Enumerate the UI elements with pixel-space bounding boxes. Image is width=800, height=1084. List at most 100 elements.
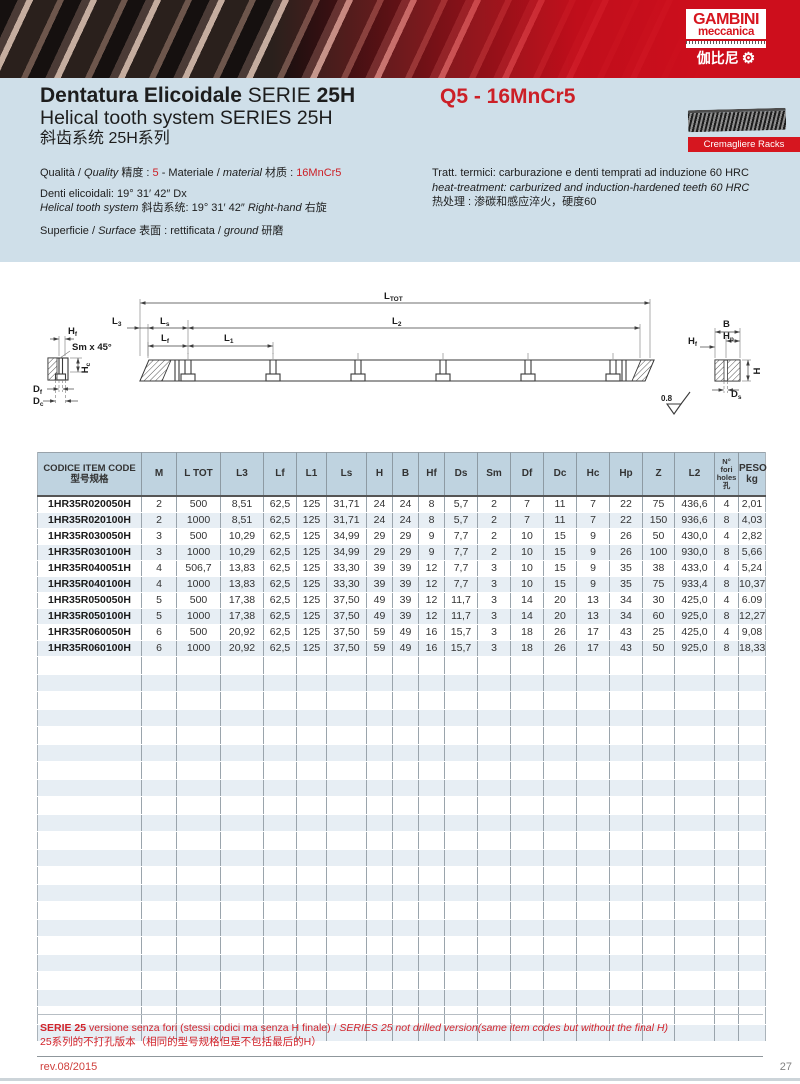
brand-subname: meccanica [697, 26, 755, 38]
value-cell: 925,0 [674, 608, 715, 625]
value-cell: 9 [418, 528, 445, 545]
value-cell: 62,5 [263, 528, 297, 545]
value-cell: 26 [543, 640, 577, 657]
item-code-cell: 1HR35R050100H [37, 608, 142, 625]
svg-text:Df: Df [33, 384, 43, 396]
revision-date: rev.08/2015 [40, 1061, 98, 1073]
column-header: Hf [418, 452, 445, 497]
value-cell: 30 [642, 592, 675, 609]
item-code-cell: 1HR35R060050H [37, 624, 142, 641]
value-cell: 12 [418, 560, 445, 577]
value-cell: 7,7 [444, 560, 478, 577]
value-cell: 8 [714, 576, 739, 593]
value-cell: 50 [642, 528, 675, 545]
technical-drawing: Hf Sm x 45° Hc Df Dc [33, 291, 763, 415]
empty-table-row [37, 919, 766, 937]
column-header: L1 [296, 452, 327, 497]
value-cell: 3 [141, 528, 177, 545]
value-cell: 8 [714, 544, 739, 561]
value-cell: 15 [543, 528, 577, 545]
empty-table-row [37, 779, 766, 797]
item-code-cell: 1HR35R040100H [37, 576, 142, 593]
empty-table-row [37, 726, 766, 745]
right-section-detail: B Hp Hf H Ds [688, 319, 763, 401]
value-cell: 9 [418, 544, 445, 561]
svg-text:L3: L3 [112, 316, 122, 328]
svg-text:Ds: Ds [731, 389, 742, 401]
item-code-cell: 1HR35R020100H [37, 512, 142, 529]
mounting-holes [180, 353, 621, 382]
value-cell: 49 [366, 592, 393, 609]
value-cell: 125 [296, 512, 327, 529]
value-cell: 2 [141, 512, 177, 529]
value-cell: 125 [296, 592, 327, 609]
value-cell: 10 [510, 560, 544, 577]
rack-thumbnail [687, 107, 787, 133]
item-code-cell: 1HR35R030050H [37, 528, 142, 545]
value-cell: 59 [366, 640, 393, 657]
value-cell: 37,50 [326, 640, 367, 657]
value-cell: 10 [510, 544, 544, 561]
value-cell: 29 [366, 544, 393, 561]
value-cell: 4 [714, 496, 739, 513]
title-italian-serie: SERIE [241, 84, 317, 107]
value-cell: 12 [418, 608, 445, 625]
value-cell: 62,5 [263, 592, 297, 609]
value-cell: 12 [418, 576, 445, 593]
footnote-bold: SERIE 25 [40, 1022, 87, 1034]
value-cell: 150 [642, 512, 675, 529]
value-cell: 39 [392, 560, 419, 577]
value-cell: 8 [418, 496, 445, 513]
value-cell: 11 [543, 496, 577, 513]
value-cell: 22 [609, 512, 643, 529]
value-cell: 17 [576, 624, 610, 641]
column-header: H [366, 452, 393, 497]
value-cell: 10 [510, 528, 544, 545]
value-cell: 125 [296, 496, 327, 513]
value-cell: 10,37 [738, 576, 766, 593]
value-cell: 24 [392, 496, 419, 513]
page-title: Dentatura Elicoidale SERIE 25H Helical t… [40, 84, 355, 149]
value-cell: 9,08 [738, 624, 766, 641]
value-cell: 29 [366, 528, 393, 545]
brand-logo: GAMBINI meccanica 伽比尼 ⚙ [686, 9, 766, 66]
value-cell: 62,5 [263, 608, 297, 625]
column-header: Df [510, 452, 544, 497]
dimension-table: CODICE ITEM CODE 型号规格 M L TOT L3 Lf L1 Ls H B Hf Ds… [37, 452, 767, 1042]
value-cell: 13 [576, 592, 610, 609]
value-cell: 62,5 [263, 624, 297, 641]
title-band: Dentatura Elicoidale SERIE 25H Helical t… [0, 78, 800, 262]
table-row: 1HR35R030100H 3 1000 10,29 62,5 125 34,99 29 29 9… [37, 544, 766, 561]
value-cell: 43 [609, 624, 643, 641]
value-cell: 10 [510, 576, 544, 593]
table-row: 1HR35R050100H 5 1000 17,38 62,5 125 37,50 49 39 1… [37, 608, 766, 625]
value-cell: 433,0 [674, 560, 715, 577]
value-cell: 18 [510, 624, 544, 641]
value-cell: 13,83 [220, 576, 264, 593]
value-cell: 12,27 [738, 608, 766, 625]
table-row: 1HR35R060100H 6 1000 20,92 62,5 125 37,50 59 49 1… [37, 640, 766, 657]
value-cell: 125 [296, 544, 327, 561]
value-cell: 11,7 [444, 608, 478, 625]
value-cell: 9 [576, 576, 610, 593]
footnote-italian: versione senza fori (stessi codici ma se… [86, 1022, 340, 1034]
column-header: Sm [477, 452, 511, 497]
value-cell: 37,50 [326, 624, 367, 641]
title-italian-bold: Dentatura Elicoidale [40, 84, 242, 107]
svg-text:B: B [723, 319, 730, 330]
value-cell: 1000 [176, 576, 221, 593]
value-cell: 3 [477, 560, 511, 577]
brand-name: GAMBINI [693, 11, 759, 28]
value-cell: 22 [609, 496, 643, 513]
value-cell: 4 [141, 560, 177, 577]
value-cell: 17 [576, 640, 610, 657]
column-header: Z [642, 452, 675, 497]
value-cell: 125 [296, 528, 327, 545]
value-cell: 4 [141, 576, 177, 593]
value-cell: 37,50 [326, 608, 367, 625]
table-row: 1HR35R060050H 6 500 20,92 62,5 125 37,50 59 49 16… [37, 624, 766, 641]
value-cell: 62,5 [263, 496, 297, 513]
svg-text:Hf: Hf [68, 326, 78, 338]
column-header: M [141, 452, 177, 497]
empty-table-row [37, 884, 766, 902]
